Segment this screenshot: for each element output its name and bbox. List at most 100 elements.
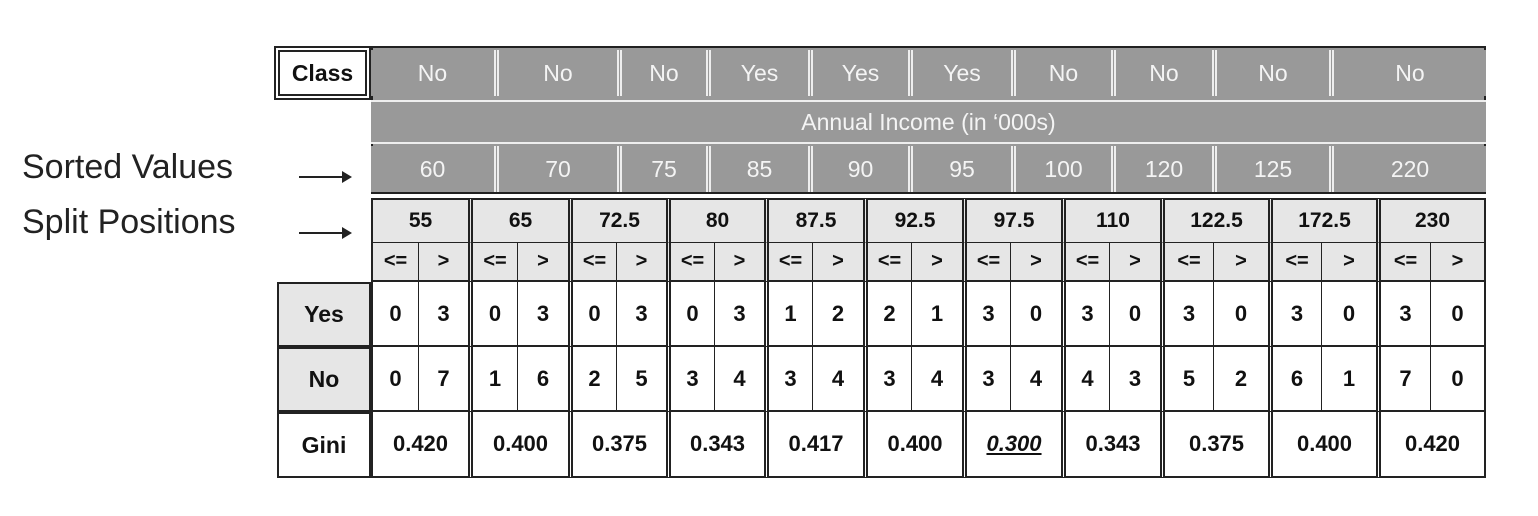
split-position-cell: 172.5 [1268, 198, 1376, 243]
yes-gt-count: 0 [1431, 282, 1486, 347]
split-le-sign: <= [863, 243, 912, 282]
split-position-cell: 87.5 [764, 198, 863, 243]
gini-value-cell: 0.343 [1061, 412, 1160, 478]
split-position-cell: 110 [1061, 198, 1160, 243]
yes-gt-count: 3 [518, 282, 568, 347]
split-gt-sign: > [518, 243, 568, 282]
yes-gt-count: 0 [1322, 282, 1376, 347]
split-le-sign: <= [371, 243, 419, 282]
yes-le-count: 3 [1160, 282, 1214, 347]
yes-gt-count: 3 [715, 282, 764, 347]
annual-income-header: Annual Income (in ‘000s) [371, 100, 1486, 144]
no-gt-count: 4 [715, 347, 764, 412]
class-header-cell: Class [274, 46, 371, 100]
split-le-sign: <= [1376, 243, 1431, 282]
split-position-cell: 72.5 [568, 198, 666, 243]
split-position-cell: 65 [468, 198, 568, 243]
no-le-count: 3 [666, 347, 715, 412]
gini-value-cell: 0.420 [371, 412, 468, 478]
no-le-count: 5 [1160, 347, 1214, 412]
split-position-cell: 80 [666, 198, 764, 243]
sorted-value-cell: 75 [617, 146, 706, 192]
split-gt-sign: > [715, 243, 764, 282]
no-le-count: 3 [962, 347, 1011, 412]
gini-value-cell: 0.400 [1268, 412, 1376, 478]
gini-value-cell: 0.400 [468, 412, 568, 478]
gini-value-cell: 0.400 [863, 412, 962, 478]
sorted-values-arrow-icon [299, 171, 352, 183]
class-value-cell: No [494, 50, 617, 96]
no-gt-count: 5 [617, 347, 666, 412]
split-le-sign: <= [1268, 243, 1322, 282]
no-gt-count: 4 [813, 347, 863, 412]
sorted-value-cell: 70 [494, 146, 617, 192]
sorted-value-cell: 100 [1011, 146, 1111, 192]
split-position-cell: 97.5 [962, 198, 1061, 243]
yes-le-count: 0 [371, 282, 419, 347]
class-value-cell: No [1111, 50, 1212, 96]
no-gt-count: 0 [1431, 347, 1486, 412]
class-value-cell: Yes [706, 50, 808, 96]
split-gt-sign: > [1214, 243, 1268, 282]
no-gt-count: 1 [1322, 347, 1376, 412]
yes-gt-count: 2 [813, 282, 863, 347]
yes-le-count: 0 [568, 282, 617, 347]
sorted-value-cell: 90 [808, 146, 908, 192]
split-le-sign: <= [1160, 243, 1214, 282]
split-gt-sign: > [1431, 243, 1486, 282]
row-label-yes: Yes [277, 282, 371, 347]
class-value-cell: Yes [908, 50, 1011, 96]
split-le-sign: <= [666, 243, 715, 282]
no-le-count: 1 [468, 347, 518, 412]
yes-le-count: 2 [863, 282, 912, 347]
split-le-sign: <= [568, 243, 617, 282]
class-value-cell: No [1329, 50, 1486, 96]
no-le-count: 2 [568, 347, 617, 412]
sorted-value-cell: 120 [1111, 146, 1212, 192]
no-gt-count: 6 [518, 347, 568, 412]
yes-gt-count: 0 [1011, 282, 1061, 347]
yes-le-count: 3 [962, 282, 1011, 347]
split-le-sign: <= [764, 243, 813, 282]
split-gt-sign: > [813, 243, 863, 282]
class-value-cell: Yes [808, 50, 908, 96]
yes-gt-count: 1 [912, 282, 962, 347]
yes-le-count: 3 [1061, 282, 1110, 347]
split-gt-sign: > [419, 243, 468, 282]
sorted-value-cell: 95 [908, 146, 1011, 192]
yes-le-count: 3 [1268, 282, 1322, 347]
sorted-value-cell: 85 [706, 146, 808, 192]
gini-value-cell: 0.375 [1160, 412, 1268, 478]
sorted-value-cell: 60 [371, 146, 494, 192]
gini-value-cell: 0.343 [666, 412, 764, 478]
row-label-no: No [277, 347, 371, 412]
no-le-count: 3 [764, 347, 813, 412]
split-gt-sign: > [912, 243, 962, 282]
split-positions-arrow-icon [299, 227, 352, 239]
class-value-cell: No [1212, 50, 1329, 96]
yes-gt-count: 0 [1214, 282, 1268, 347]
no-le-count: 3 [863, 347, 912, 412]
yes-le-count: 0 [468, 282, 518, 347]
gini-value-cell: 0.420 [1376, 412, 1486, 478]
yes-le-count: 0 [666, 282, 715, 347]
no-le-count: 7 [1376, 347, 1431, 412]
class-value-cell: No [617, 50, 706, 96]
split-gt-sign: > [1110, 243, 1160, 282]
gini-value-cell: 0.375 [568, 412, 666, 478]
yes-gt-count: 3 [419, 282, 468, 347]
split-position-cell: 122.5 [1160, 198, 1268, 243]
class-value-cell: No [371, 50, 494, 96]
yes-le-count: 1 [764, 282, 813, 347]
no-gt-count: 4 [1011, 347, 1061, 412]
gini-value-cell: 0.417 [764, 412, 863, 478]
class-value-cell: No [1011, 50, 1111, 96]
no-le-count: 6 [1268, 347, 1322, 412]
no-gt-count: 2 [1214, 347, 1268, 412]
split-positions-label: Split Positions [22, 203, 236, 241]
no-gt-count: 3 [1110, 347, 1160, 412]
yes-gt-count: 0 [1110, 282, 1160, 347]
yes-gt-count: 3 [617, 282, 666, 347]
no-le-count: 4 [1061, 347, 1110, 412]
split-le-sign: <= [1061, 243, 1110, 282]
